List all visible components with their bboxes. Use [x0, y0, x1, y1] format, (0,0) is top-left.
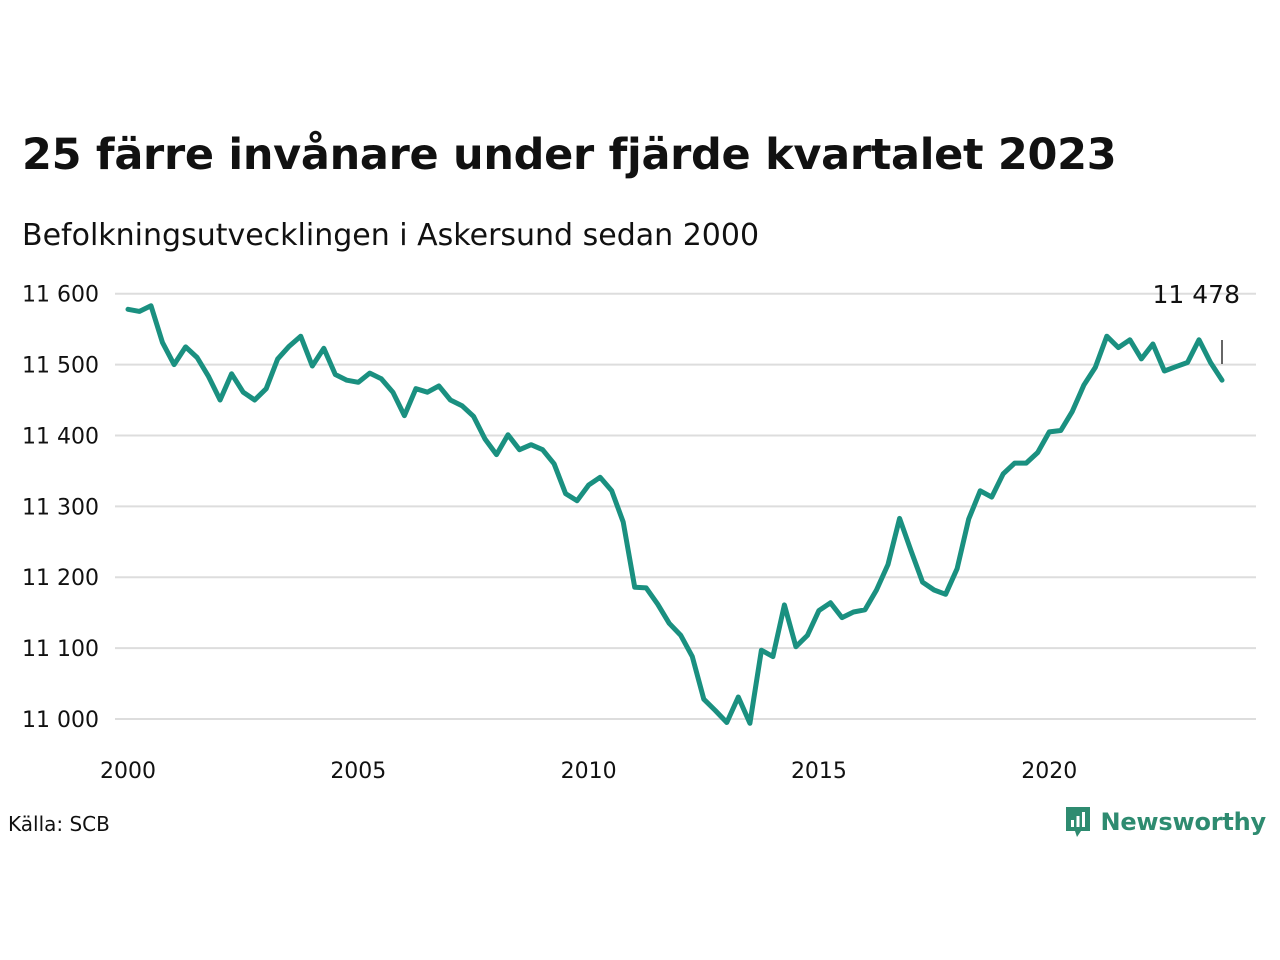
x-axis-tick-labels: 2000 2005 2010 2015 2020 — [100, 759, 1077, 784]
y-tick-label: 11 000 — [22, 708, 99, 733]
y-tick-label: 11 500 — [22, 354, 99, 379]
y-tick-label: 11 300 — [22, 495, 99, 520]
series — [125, 303, 1225, 726]
chart-title: 25 färre invånare under fjärde kvartalet… — [22, 130, 1117, 180]
x-tick-label: 2015 — [791, 759, 847, 784]
annotations: 11 478 — [1153, 280, 1240, 364]
source-label: Källa: SCB — [8, 812, 110, 836]
chart-subtitle: Befolkningsutvecklingen i Askersund seda… — [22, 218, 760, 253]
last-value-label: 11 478 — [1153, 280, 1240, 309]
y-tick-label: 11 200 — [22, 566, 99, 591]
x-tick-label: 2020 — [1021, 759, 1077, 784]
x-tick-label: 2000 — [100, 759, 156, 784]
y-tick-label: 11 400 — [22, 424, 99, 449]
gridlines — [115, 292, 1256, 720]
y-tick-label: 11 100 — [22, 637, 99, 662]
y-axis-tick-labels: 11 000 11 100 11 200 11 300 11 400 11 500 11 6… — [22, 283, 99, 733]
series-line — [125, 303, 1225, 726]
x-tick-label: 2005 — [330, 759, 386, 784]
newsworthy-logo[interactable]: Newsworthy — [1064, 804, 1266, 840]
bar-chart-speech-bubble-icon — [1066, 807, 1091, 837]
y-tick-label: 11 600 — [22, 283, 99, 308]
brand-name: Newsworthy — [1100, 808, 1266, 836]
x-tick-label: 2010 — [561, 759, 617, 784]
